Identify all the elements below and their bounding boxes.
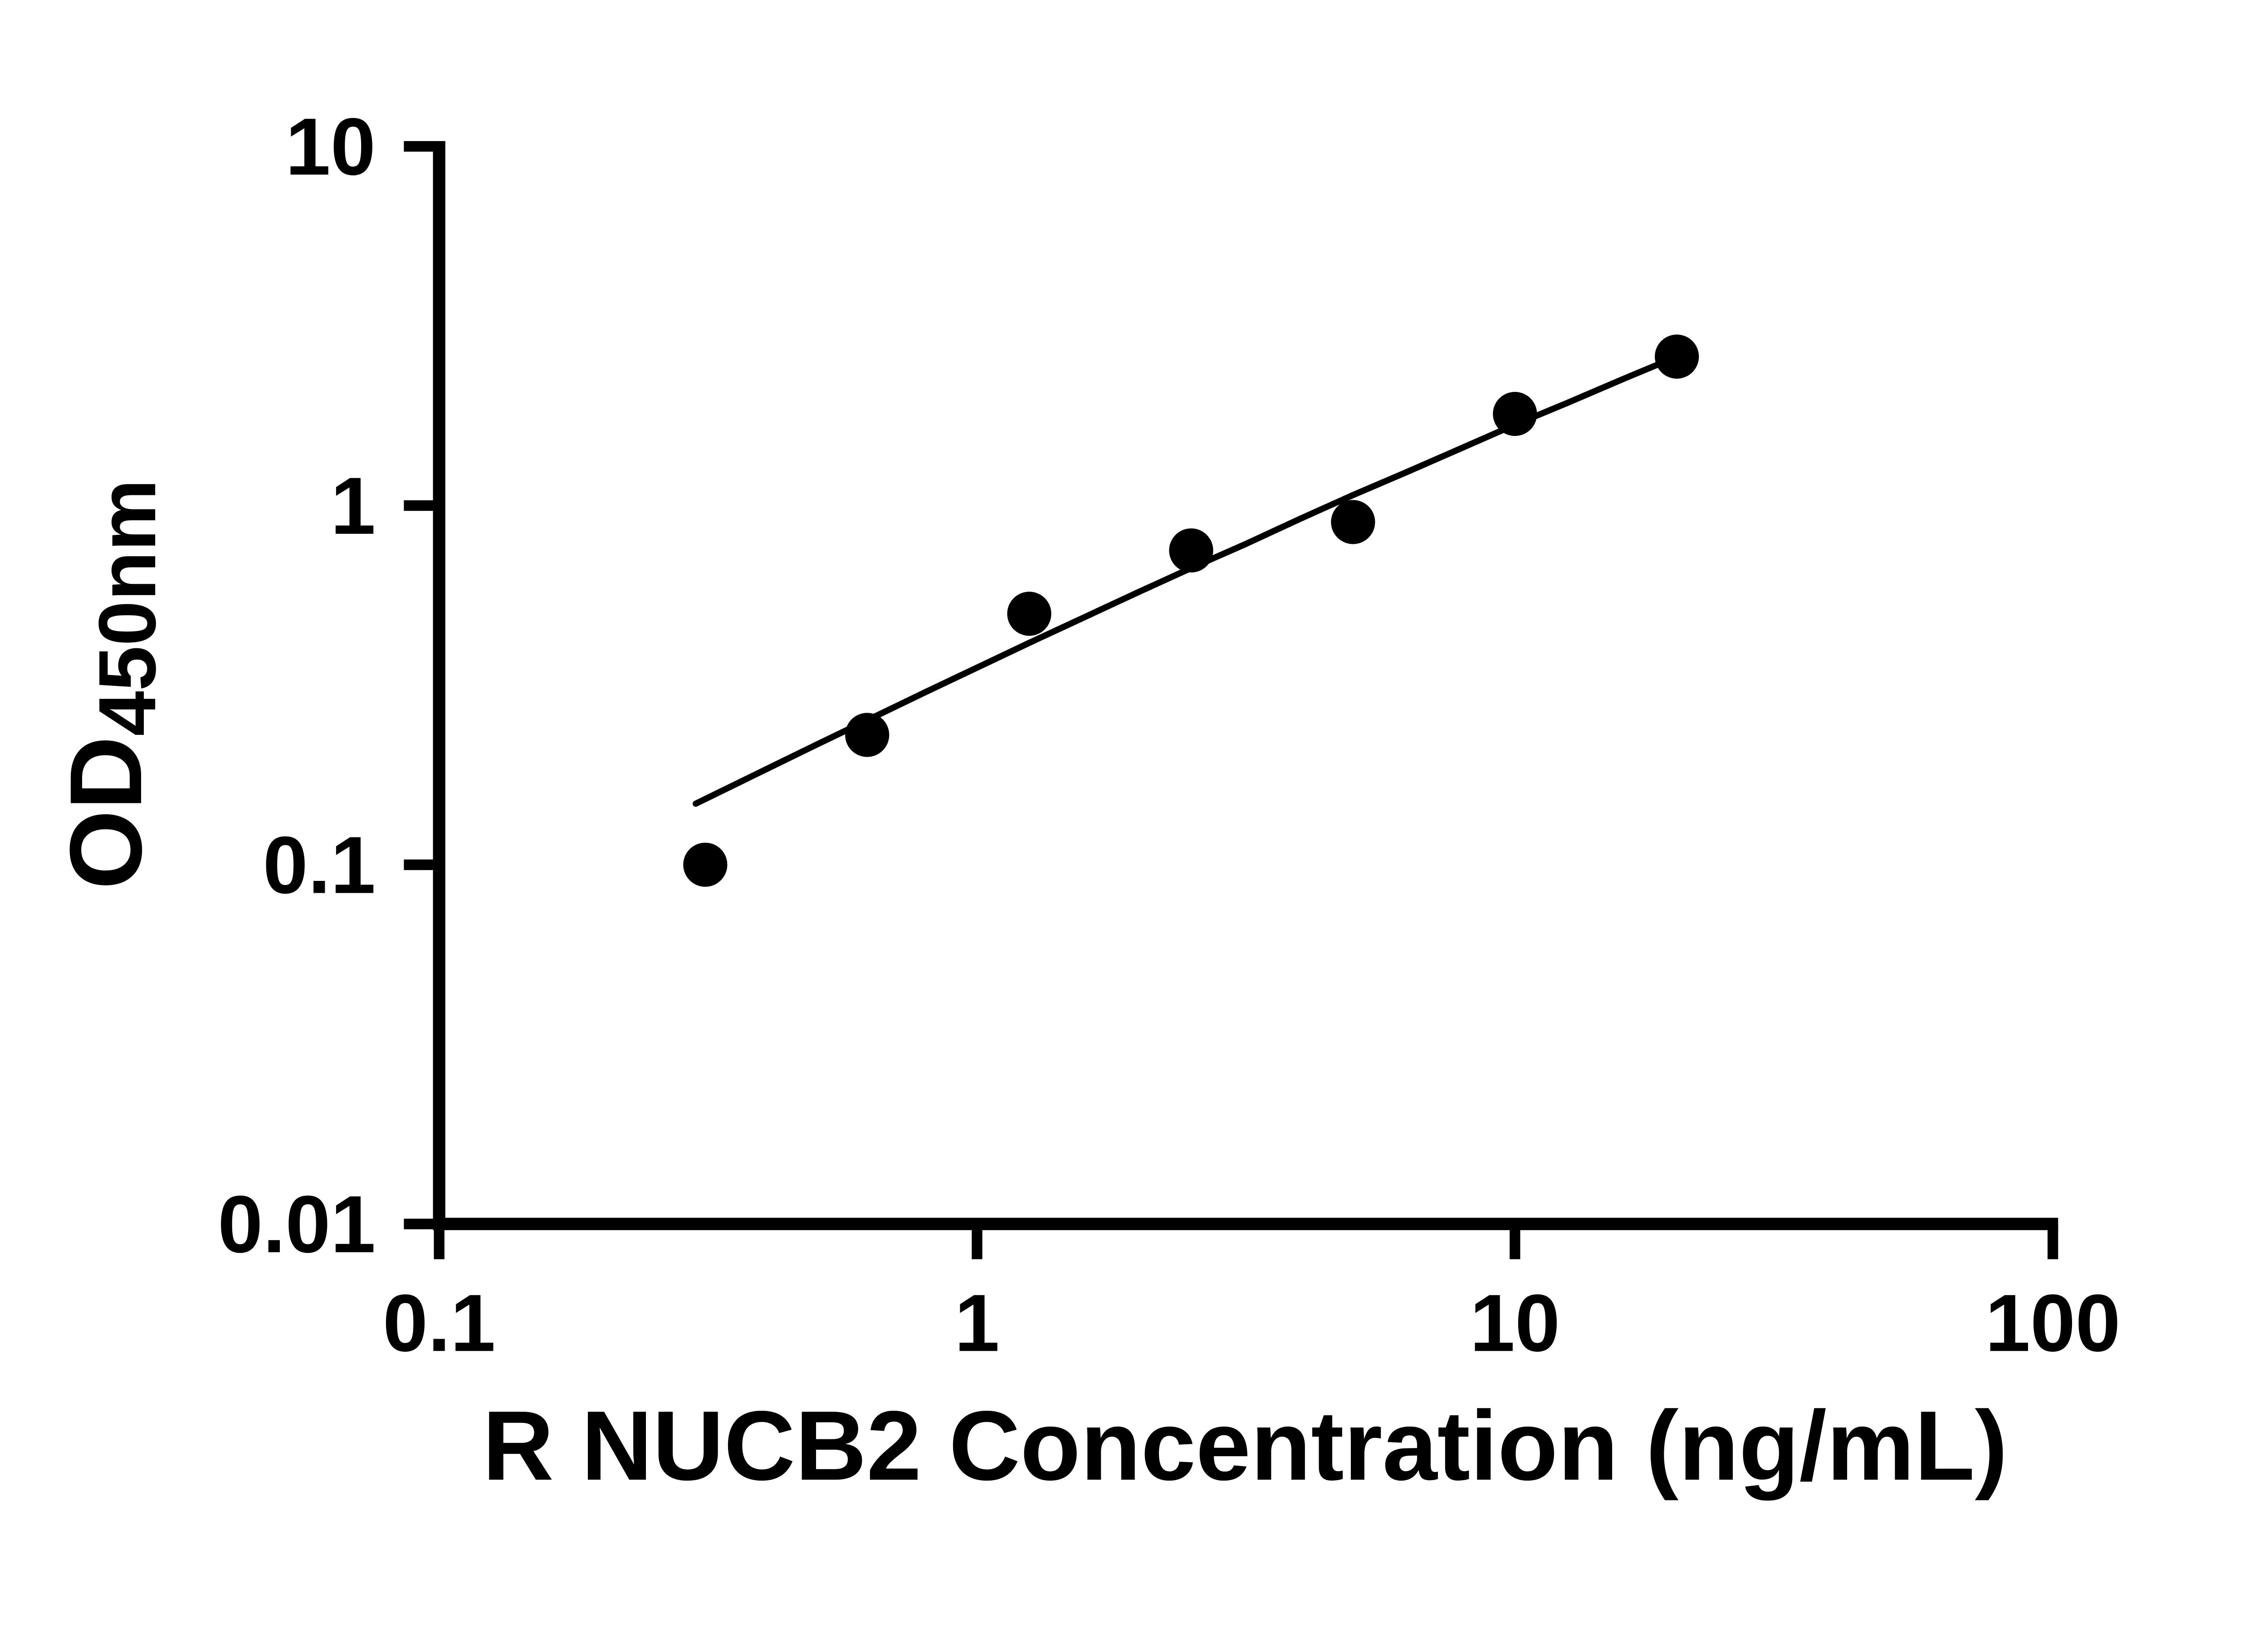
x-axis-ticks: 0.1 1 10 100 bbox=[383, 1224, 2121, 1368]
data-point bbox=[1331, 500, 1375, 544]
y-axis-ticks: 0.01 0.1 1 10 bbox=[218, 101, 440, 1269]
x-tick-label: 0.1 bbox=[383, 1277, 496, 1368]
y-axis-title: OD450nm bbox=[49, 479, 172, 890]
data-point bbox=[1007, 592, 1051, 636]
y-tick-label: 0.01 bbox=[218, 1178, 376, 1269]
fit-line bbox=[693, 353, 1680, 807]
y-tick-label: 10 bbox=[285, 101, 376, 192]
x-tick-label: 10 bbox=[1470, 1277, 1560, 1368]
x-tick-label: 100 bbox=[1985, 1277, 2120, 1368]
x-tick-label: 1 bbox=[954, 1277, 999, 1368]
y-axis-title-main: OD bbox=[49, 736, 163, 890]
data-point bbox=[683, 842, 728, 887]
data-point bbox=[1169, 528, 1213, 573]
y-tick-label: 0.1 bbox=[263, 820, 376, 910]
y-axis-title-subscript: 450nm bbox=[82, 479, 172, 736]
y-tick-label: 1 bbox=[331, 460, 376, 551]
y-axis: 0.01 0.1 1 10 bbox=[218, 101, 445, 1269]
data-points bbox=[683, 334, 1699, 887]
data-point bbox=[1655, 334, 1699, 379]
x-axis: 0.1 1 10 100 bbox=[383, 1217, 2121, 1368]
x-axis-title: R NUCB2 Concentration (ng/mL) bbox=[483, 1391, 2008, 1501]
elisa-standard-curve-figure: 0.01 0.1 1 10 0.1 1 10 100 R NUCB2 Concentrati… bbox=[49, 101, 2121, 1501]
data-point bbox=[845, 713, 890, 757]
data-point bbox=[1493, 391, 1537, 436]
